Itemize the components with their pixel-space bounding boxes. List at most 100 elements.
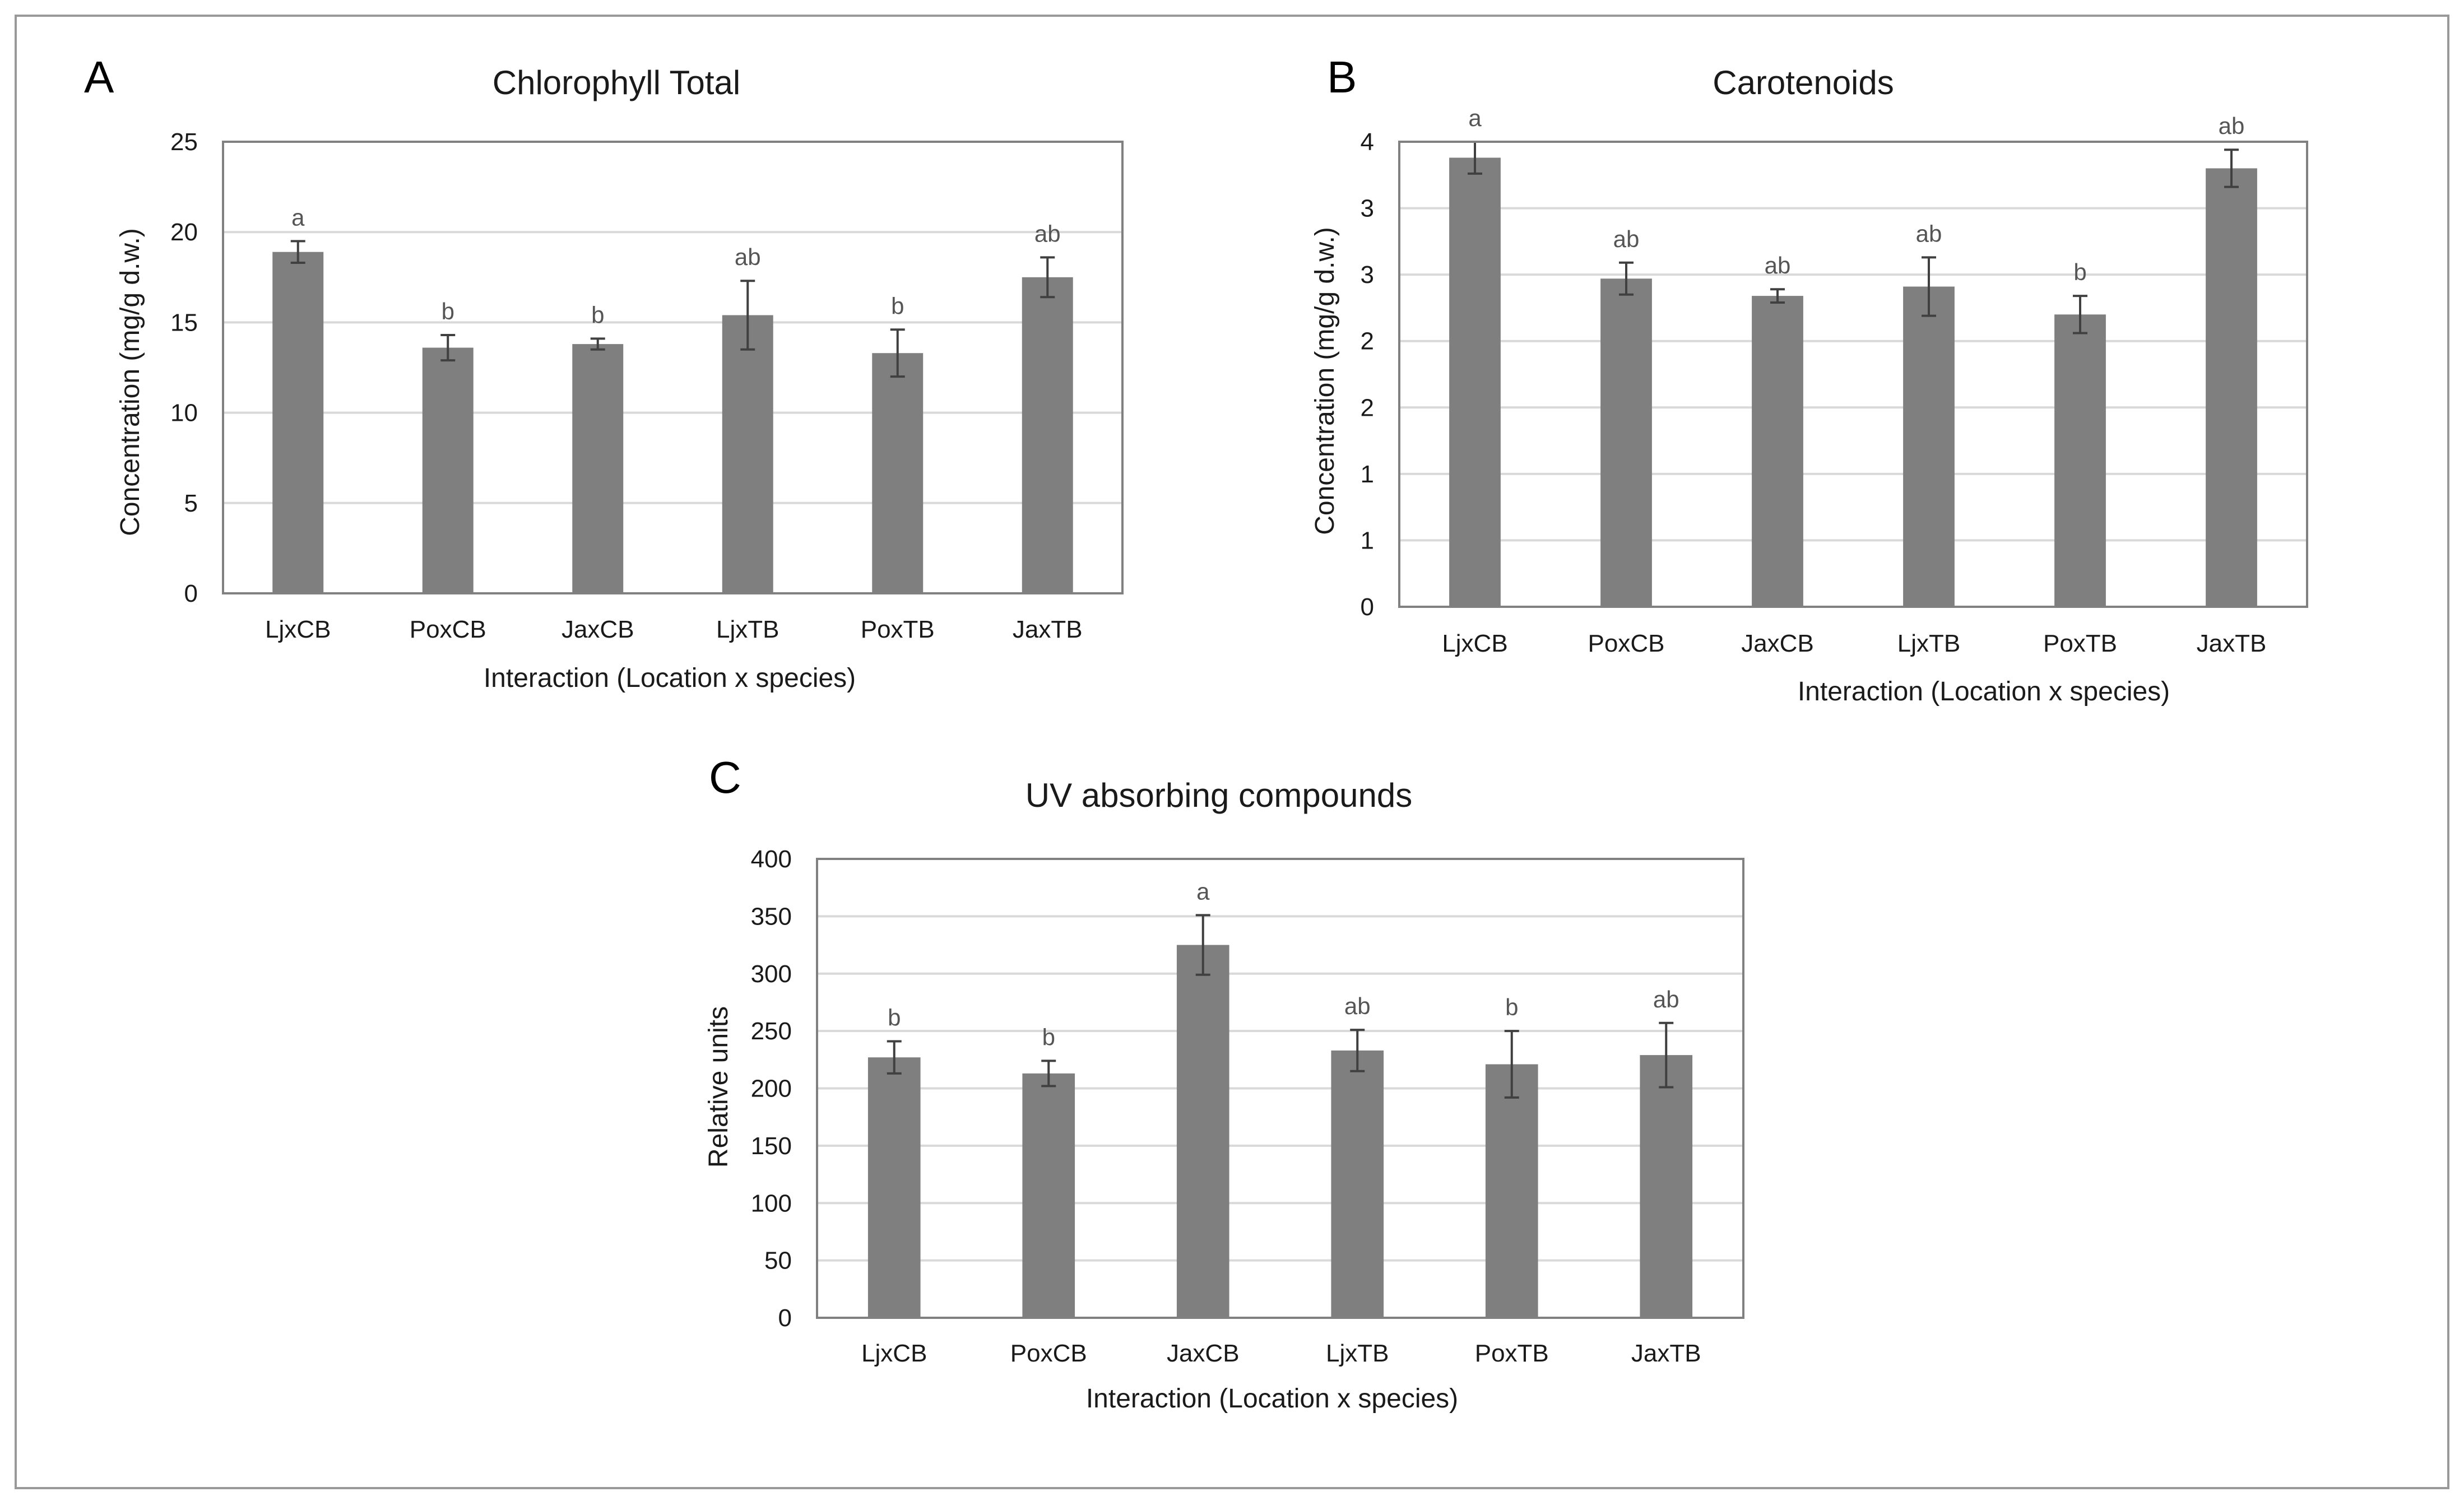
x-axis-title-c: Interaction (Location x species) bbox=[1086, 1384, 1458, 1414]
x-tick-label-c: JaxTB bbox=[1631, 1340, 1701, 1367]
significance-label-b: ab bbox=[2219, 113, 2245, 139]
y-tick-label-a: 25 bbox=[170, 128, 198, 156]
x-tick-label-b: LjxTB bbox=[1897, 630, 1960, 657]
bar-a bbox=[872, 353, 924, 593]
plot-frame-c bbox=[816, 858, 1744, 1319]
y-tick-label-b: 1 bbox=[1361, 527, 1374, 554]
plot-area-c: 0 50 100 150 200 250 300 350 400 b LjxCB b PoxCB a Jax… bbox=[751, 845, 1744, 1367]
x-tick-label-c: PoxCB bbox=[1010, 1340, 1087, 1367]
chart-title-b: Carotenoids bbox=[1713, 64, 1894, 101]
significance-label-c: b bbox=[1042, 1024, 1055, 1050]
y-tick-label-c: 100 bbox=[751, 1189, 792, 1217]
y-axis-title-c: Relative units bbox=[704, 1006, 734, 1168]
bar-c bbox=[1176, 945, 1229, 1318]
bar-c bbox=[867, 1057, 921, 1318]
x-tick-label-b: PoxTB bbox=[2043, 630, 2117, 657]
y-tick-label-b: 3 bbox=[1361, 195, 1374, 222]
x-tick-label-b: LjxCB bbox=[1442, 630, 1507, 657]
x-tick-label-a: PoxTB bbox=[861, 616, 935, 643]
x-tick-label-c: LjxTB bbox=[1326, 1340, 1389, 1367]
bar-c bbox=[1331, 1050, 1384, 1318]
significance-label-a: a bbox=[291, 204, 305, 230]
panel-a: A Chlorophyll Total Concentration (mg/g … bbox=[84, 52, 1124, 693]
bar-a bbox=[722, 315, 773, 593]
bar-a bbox=[1022, 277, 1073, 593]
plot-area-a: 0 5 10 15 20 25 a LjxCB b PoxCB b JaxCB ab LjxTB b PoxT… bbox=[170, 128, 1124, 643]
bar-a bbox=[272, 252, 324, 593]
y-tick-label-c: 150 bbox=[751, 1132, 792, 1160]
y-axis-title-a: Concentration (mg/g d.w.) bbox=[115, 228, 145, 536]
bar-b bbox=[2206, 168, 2257, 607]
significance-label-c: ab bbox=[1344, 993, 1371, 1019]
bar-a bbox=[422, 347, 474, 593]
chart-title-c: UV absorbing compounds bbox=[1025, 777, 1412, 814]
y-tick-label-c: 300 bbox=[751, 960, 792, 988]
significance-label-c: ab bbox=[1653, 986, 1679, 1012]
significance-label-b: ab bbox=[1613, 226, 1640, 252]
y-tick-label-c: 250 bbox=[751, 1017, 792, 1045]
significance-label-a: b bbox=[442, 298, 454, 324]
y-tick-label-c: 50 bbox=[764, 1247, 792, 1275]
significance-label-b: b bbox=[2073, 259, 2086, 285]
x-tick-label-a: LjxCB bbox=[265, 616, 331, 643]
plot-frame-b bbox=[1398, 141, 2308, 608]
y-tick-label-c: 200 bbox=[751, 1075, 792, 1103]
significance-label-a: b bbox=[891, 292, 904, 319]
significance-label-b: ab bbox=[1765, 252, 1791, 278]
x-tick-label-b: JaxTB bbox=[2197, 630, 2267, 657]
y-tick-label-c: 350 bbox=[751, 903, 792, 930]
significance-label-c: b bbox=[888, 1005, 901, 1031]
significance-label-b: a bbox=[1468, 105, 1482, 131]
x-tick-label-b: PoxCB bbox=[1588, 630, 1665, 657]
panel-c: C UV absorbing compounds Relative units … bbox=[704, 752, 1744, 1414]
plot-frame-a bbox=[222, 141, 1124, 594]
y-tick-label-b: 2 bbox=[1361, 328, 1374, 355]
y-tick-label-c: 400 bbox=[751, 845, 792, 873]
y-tick-label-a: 20 bbox=[170, 219, 198, 246]
bar-c bbox=[1640, 1055, 1693, 1318]
chart-title-a: Chlorophyll Total bbox=[493, 64, 740, 101]
y-tick-label-a: 15 bbox=[170, 309, 198, 336]
y-axis-title-b: Concentration (mg/g d.w.) bbox=[1310, 227, 1340, 535]
significance-label-a: ab bbox=[735, 244, 761, 270]
y-tick-label-b: 0 bbox=[1361, 593, 1374, 621]
x-tick-label-b: JaxCB bbox=[1741, 630, 1814, 657]
y-tick-label-c: 0 bbox=[778, 1304, 792, 1332]
y-tick-label-a: 10 bbox=[170, 399, 198, 427]
y-tick-label-b: 1 bbox=[1361, 461, 1374, 488]
significance-label-a: ab bbox=[1034, 220, 1061, 247]
plot-area-b: 0 1 1 2 2 3 3 4 a LjxCB ab PoxCB ab JaxCB ab LjxTB b PoxT… bbox=[1361, 105, 2308, 657]
y-tick-label-a: 5 bbox=[184, 490, 198, 517]
x-tick-label-a: JaxTB bbox=[1013, 616, 1083, 643]
x-tick-label-c: JaxCB bbox=[1167, 1340, 1240, 1367]
x-tick-label-c: LjxCB bbox=[861, 1340, 927, 1367]
panel-letter-b: B bbox=[1327, 52, 1357, 102]
x-tick-label-a: JaxCB bbox=[562, 616, 634, 643]
significance-label-b: ab bbox=[1916, 220, 1942, 247]
figure-border bbox=[15, 15, 2449, 1489]
significance-label-c: a bbox=[1196, 878, 1210, 904]
x-axis-title-b: Interaction (Location x species) bbox=[1798, 677, 2170, 707]
bar-b bbox=[2054, 314, 2106, 607]
y-tick-label-b: 3 bbox=[1361, 261, 1374, 289]
bar-a bbox=[572, 344, 624, 593]
panel-letter-c: C bbox=[709, 752, 741, 802]
panel-b: B Carotenoids Concentration (mg/g d.w.) … bbox=[1310, 52, 2308, 707]
x-tick-label-a: LjxTB bbox=[716, 616, 779, 643]
x-tick-label-c: PoxTB bbox=[1475, 1340, 1549, 1367]
y-tick-label-b: 2 bbox=[1361, 394, 1374, 421]
bar-c bbox=[1022, 1073, 1075, 1318]
y-tick-label-a: 0 bbox=[184, 580, 198, 607]
significance-label-a: b bbox=[591, 301, 604, 328]
y-tick-label-b: 4 bbox=[1361, 128, 1374, 156]
x-tick-label-a: PoxCB bbox=[410, 616, 486, 643]
bar-c bbox=[1485, 1064, 1538, 1318]
x-axis-title-a: Interaction (Location x species) bbox=[484, 663, 856, 693]
significance-label-c: b bbox=[1505, 994, 1518, 1020]
bar-b bbox=[1752, 296, 1803, 607]
bar-b bbox=[1449, 157, 1501, 607]
panel-letter-a: A bbox=[84, 52, 114, 102]
bar-b bbox=[1600, 278, 1652, 607]
bar-b bbox=[1903, 286, 1955, 607]
